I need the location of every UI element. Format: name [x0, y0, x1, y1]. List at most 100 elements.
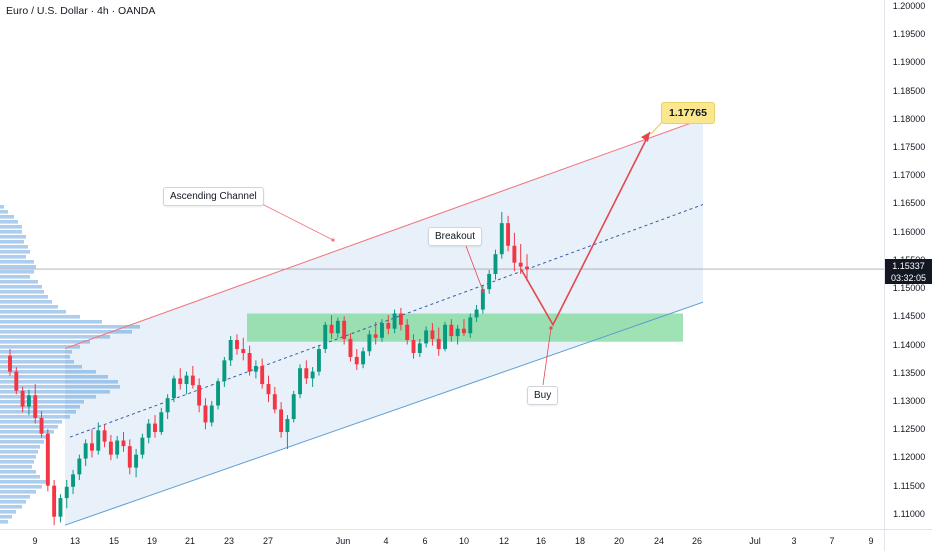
time-tick-label: 24 — [653, 536, 665, 546]
price-tick-label: 1.15000 — [892, 283, 926, 294]
candle-body — [159, 412, 164, 433]
ascending-channel-label[interactable]: Ascending Channel — [163, 187, 264, 206]
volume-profile-bar — [0, 355, 70, 359]
volume-profile-bar — [0, 475, 40, 479]
price-tick-label: 1.17000 — [892, 170, 926, 181]
candle-body — [52, 485, 57, 517]
volume-profile-bar — [0, 305, 58, 309]
volume-profile-bar — [0, 280, 38, 284]
candle-body — [417, 343, 422, 353]
candle-body — [235, 340, 239, 350]
candle-body — [398, 313, 403, 325]
time-tick-label: Jun — [335, 536, 351, 546]
candle-body — [335, 320, 340, 334]
time-tick-label: 3 — [791, 536, 797, 546]
candle-body — [190, 375, 195, 386]
volume-profile-bar — [0, 320, 102, 324]
candle-body — [241, 349, 246, 353]
time-tick-label: 20 — [613, 536, 625, 546]
candle-body — [518, 262, 523, 267]
time-tick-label: 23 — [223, 536, 235, 546]
candle-body — [342, 320, 347, 339]
candle-body — [83, 443, 88, 459]
candle-body — [443, 324, 447, 350]
price-tick-label: 1.12000 — [892, 452, 926, 463]
candle-body — [316, 349, 321, 372]
time-scale[interactable]: 9 13 15 19 21 23 27 Jun 4 6 10 12 16 18 20 24 26 Jul 3 7 9 — [0, 529, 884, 551]
buy-dot — [549, 326, 553, 330]
price-tick-label: 1.13000 — [892, 395, 926, 406]
breakout-dot — [481, 289, 485, 293]
volume-profile-bar — [0, 295, 48, 299]
candle-body — [77, 458, 82, 475]
candle-body — [405, 324, 410, 341]
volume-profile-bar — [0, 460, 34, 464]
candle-body — [33, 395, 38, 418]
volume-profile-bar — [0, 400, 84, 404]
candle-body — [45, 433, 50, 486]
channel-midline — [69, 204, 704, 438]
volume-profile-bar — [0, 480, 46, 484]
candle-body — [272, 394, 277, 410]
volume-profile-bar — [0, 220, 18, 224]
volume-profile-bar — [0, 410, 76, 414]
support-zone — [247, 313, 683, 342]
buy-label[interactable]: Buy — [527, 386, 559, 405]
volume-profile-bar — [0, 210, 8, 214]
time-tick-label: 10 — [458, 536, 470, 546]
candle-body — [96, 430, 101, 451]
volume-profile-bar — [0, 335, 110, 339]
candle-body — [480, 289, 485, 310]
candle-body — [14, 371, 19, 391]
target-pointer — [650, 121, 663, 135]
candle-body — [367, 334, 372, 352]
candle-body — [291, 394, 296, 420]
candle-body — [26, 395, 31, 407]
volume-profile-bar — [0, 235, 26, 239]
candle-body — [228, 340, 233, 361]
price-tick-label: 1.19000 — [892, 57, 926, 68]
candle-body — [487, 273, 492, 290]
volume-profile-bar — [0, 300, 52, 304]
time-tick-label: 27 — [262, 536, 274, 546]
volume-profile-bar — [0, 500, 26, 504]
symbol-title[interactable]: Euro / U.S. Dollar · 4h · OANDA — [6, 5, 156, 17]
time-tick-label: 13 — [69, 536, 81, 546]
candle-body — [102, 430, 107, 442]
candle-body — [140, 437, 145, 455]
price-tick-label: 1.16000 — [892, 226, 926, 237]
candle-body — [71, 474, 76, 487]
volume-profile-bar — [0, 490, 36, 494]
time-tick-label: 15 — [108, 536, 120, 546]
target-price-label[interactable]: 1.17765 — [661, 102, 715, 124]
candle-body — [216, 381, 221, 406]
candle-body — [253, 365, 258, 372]
candle-body — [266, 384, 271, 395]
candle-body — [39, 417, 44, 434]
bar-countdown: 03:32:05 — [890, 273, 927, 283]
buy-pointer — [542, 327, 552, 386]
time-tick-label: 18 — [574, 536, 586, 546]
candle-body — [108, 441, 113, 455]
volume-profile-bar — [0, 350, 72, 354]
candle-body — [247, 353, 252, 372]
breakout-label[interactable]: Breakout — [428, 227, 483, 246]
candle-body — [380, 323, 384, 338]
volume-profile-bar — [0, 370, 96, 374]
volume-profile-bar — [0, 485, 42, 489]
candle-body — [310, 371, 315, 379]
ascending-channel-pointer — [261, 203, 334, 241]
candle-body — [197, 385, 202, 406]
candle-body — [323, 324, 328, 350]
candle-body — [209, 405, 214, 423]
candle-body — [386, 323, 391, 329]
price-tick-label: 1.11500 — [893, 480, 925, 491]
candle-body — [506, 223, 511, 246]
candle-body — [90, 443, 94, 451]
candle-body — [115, 440, 120, 455]
price-tick-label: 1.11000 — [893, 508, 925, 519]
candle-body — [499, 223, 504, 255]
candle-body — [298, 368, 302, 395]
